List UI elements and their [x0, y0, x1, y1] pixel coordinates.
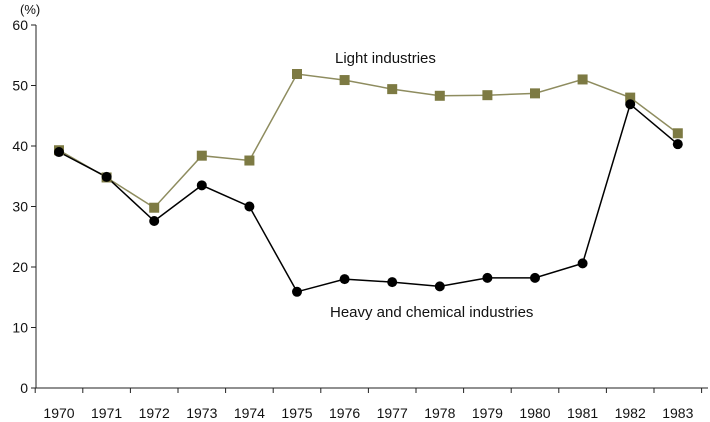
data-point-light-industries — [387, 84, 398, 95]
y-tick-label: 50 — [12, 78, 28, 94]
x-tick-label: 1981 — [567, 405, 598, 421]
y-tick-label: 40 — [12, 138, 28, 154]
data-point-heavy-and-chemical-industries — [101, 171, 112, 182]
data-point-heavy-and-chemical-industries — [244, 201, 255, 212]
x-tick-label: 1979 — [472, 405, 503, 421]
data-point-heavy-and-chemical-industries — [54, 147, 64, 158]
data-point-light-industries — [482, 90, 493, 101]
data-point-heavy-and-chemical-industries — [292, 286, 302, 297]
data-point-heavy-and-chemical-industries — [434, 281, 445, 292]
data-point-light-industries — [672, 128, 683, 139]
series-label-heavy-and-chemical-industries: Heavy and chemical industries — [330, 304, 533, 321]
x-tick-label: 1976 — [329, 405, 360, 421]
data-point-light-industries — [292, 69, 302, 80]
data-point-heavy-and-chemical-industries — [482, 272, 493, 283]
data-point-heavy-and-chemical-industries — [149, 216, 160, 227]
data-point-heavy-and-chemical-industries — [387, 277, 398, 288]
data-point-light-industries — [434, 90, 445, 101]
data-point-light-industries — [149, 202, 160, 213]
x-tick-label: 1970 — [43, 405, 74, 421]
y-tick-label: 10 — [12, 320, 28, 336]
data-point-heavy-and-chemical-industries — [577, 258, 588, 269]
data-point-light-industries — [577, 74, 588, 85]
x-tick-label: 1983 — [662, 405, 693, 421]
y-tick-label: 30 — [12, 199, 28, 215]
series-markers — [54, 69, 683, 297]
x-tick-label: 1974 — [234, 405, 265, 421]
data-point-heavy-and-chemical-industries — [339, 274, 350, 285]
data-point-light-industries — [530, 88, 540, 99]
y-unit-label: (%) — [20, 2, 40, 17]
data-point-heavy-and-chemical-industries — [672, 139, 683, 150]
data-point-light-industries — [196, 150, 207, 161]
x-tick-label: 1982 — [615, 405, 646, 421]
x-tick-label: 1980 — [519, 405, 550, 421]
series-label-light-industries: Light industries — [335, 50, 436, 67]
data-point-heavy-and-chemical-industries — [196, 180, 207, 191]
x-tick-label: 1977 — [377, 405, 408, 421]
x-tick-label: 1975 — [281, 405, 312, 421]
y-tick-label: 0 — [20, 380, 28, 396]
x-tick-label: 1971 — [91, 405, 122, 421]
data-point-light-industries — [625, 92, 636, 103]
x-tick-label: 1972 — [139, 405, 170, 421]
data-point-heavy-and-chemical-industries — [625, 99, 636, 110]
x-tick-label: 1978 — [424, 405, 455, 421]
data-point-light-industries — [339, 75, 350, 86]
data-point-heavy-and-chemical-industries — [530, 272, 540, 283]
series-lines — [58, 73, 679, 293]
y-tick-label: 60 — [12, 17, 28, 33]
data-point-light-industries — [244, 155, 255, 166]
series-line-light-industries — [58, 73, 679, 209]
series-line-heavy-and-chemical-industries — [58, 102, 679, 293]
x-tick-label: 1973 — [186, 405, 217, 421]
y-tick-label: 20 — [12, 259, 28, 275]
axes: 0 10 20 30 40 50 60 1970 1971 1972 1973 1974 1975 197… — [12, 17, 708, 421]
